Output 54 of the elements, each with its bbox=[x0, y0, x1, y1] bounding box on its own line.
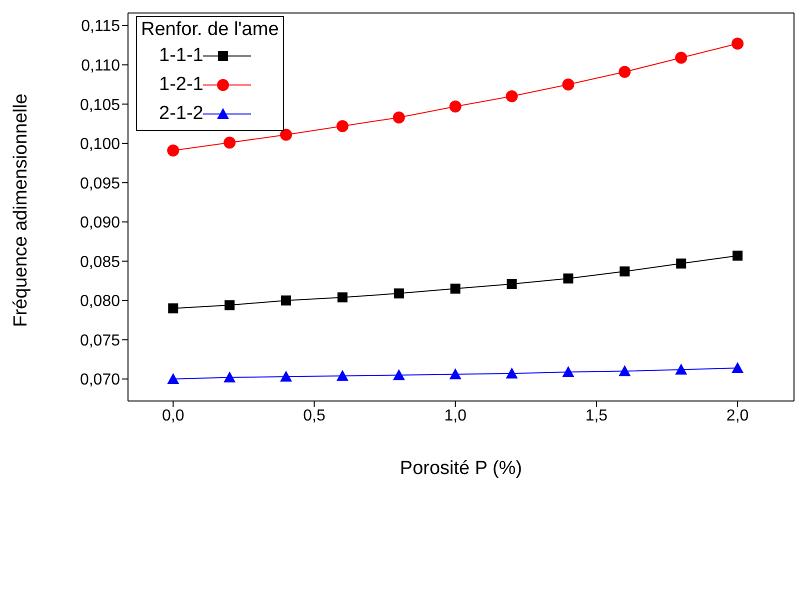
point bbox=[167, 373, 180, 384]
point bbox=[392, 111, 405, 124]
point bbox=[618, 365, 631, 376]
legend-label: 1-1-1 bbox=[159, 44, 204, 66]
point bbox=[620, 266, 630, 276]
x-tick-label: 1,0 bbox=[444, 407, 467, 424]
legend-label: 2-1-2 bbox=[159, 102, 204, 124]
point bbox=[450, 284, 460, 294]
point bbox=[449, 100, 462, 112]
point bbox=[676, 258, 686, 269]
legend-label: 1-2-1 bbox=[159, 74, 204, 96]
y-tick-label: 0,105 bbox=[80, 96, 120, 114]
point bbox=[336, 120, 348, 132]
x-tick-label: 0,0 bbox=[162, 407, 184, 424]
point bbox=[506, 90, 518, 102]
point bbox=[280, 370, 292, 382]
point bbox=[224, 371, 236, 382]
point bbox=[562, 366, 574, 377]
point bbox=[732, 362, 744, 374]
y-tick-label: 0,115 bbox=[81, 18, 120, 36]
point bbox=[167, 144, 180, 156]
legend-title: Renfor. de l'ame bbox=[141, 19, 279, 41]
point bbox=[394, 288, 404, 298]
y-tick-label: 0,085 bbox=[80, 254, 120, 271]
y-tick-label: 0,090 bbox=[80, 214, 120, 232]
point bbox=[281, 295, 292, 306]
y-tick-label: 0,070 bbox=[80, 372, 120, 389]
point bbox=[168, 303, 178, 314]
point bbox=[732, 38, 744, 50]
y-tick-label: 0,080 bbox=[80, 293, 120, 310]
x-tick-label: 1,5 bbox=[585, 407, 608, 424]
y-tick-label: 0,075 bbox=[80, 332, 120, 350]
point bbox=[732, 250, 743, 261]
point bbox=[224, 136, 236, 149]
point bbox=[506, 278, 517, 289]
y-tick-label: 0,110 bbox=[81, 58, 120, 75]
point bbox=[337, 292, 348, 302]
point bbox=[675, 52, 688, 64]
x-tick-label: 2,0 bbox=[726, 407, 749, 424]
point bbox=[280, 128, 292, 141]
x-axis-title: Porosité P (%) bbox=[400, 458, 522, 479]
point bbox=[392, 369, 405, 380]
point bbox=[506, 368, 518, 379]
y-axis-title: Fréquence adimensionnelle bbox=[10, 94, 32, 327]
x-tick-label: 0,5 bbox=[303, 407, 326, 424]
point bbox=[224, 300, 235, 310]
point bbox=[618, 66, 631, 78]
point bbox=[563, 273, 574, 284]
y-tick-label: 0,095 bbox=[80, 175, 120, 192]
point bbox=[449, 368, 462, 380]
point bbox=[675, 364, 688, 375]
point bbox=[336, 370, 348, 381]
point bbox=[562, 78, 574, 90]
y-tick-label: 0,100 bbox=[80, 136, 120, 154]
